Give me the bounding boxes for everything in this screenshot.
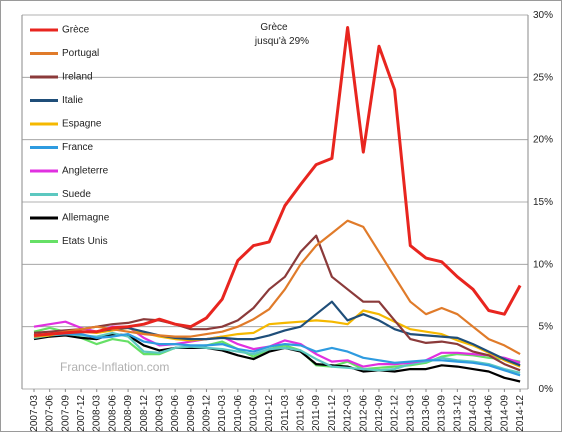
x-tick-label: 2014-06 (484, 395, 495, 432)
annotation: jusqu'à 29% (254, 36, 309, 47)
x-tick-label: 2014-09 (499, 395, 510, 432)
y-tick-label: 15% (533, 197, 553, 208)
x-tick-label: 2007-09 (60, 395, 71, 432)
x-tick-label: 2010-09 (249, 395, 260, 432)
x-tick-label: 2012-06 (358, 395, 369, 432)
annotation: Grèce (260, 22, 288, 33)
x-tick-label: 2011-12 (327, 395, 338, 431)
x-tick-label: 2010-03 (217, 395, 228, 432)
legend-label: France (62, 142, 94, 153)
x-tick-label: 2012-03 (343, 395, 354, 432)
x-tick-label: 2008-12 (139, 395, 150, 432)
y-tick-label: 10% (533, 259, 553, 270)
series-line (33, 333, 521, 377)
series-line (33, 26, 522, 337)
x-tick-label: 2009-09 (186, 395, 197, 432)
legend-label: Espagne (62, 119, 102, 130)
legend-label: Angleterre (62, 166, 109, 177)
x-tick-label: 2014-03 (468, 395, 479, 432)
x-tick-label: 2007-06 (45, 395, 56, 432)
x-tick-label: 2010-12 (264, 395, 275, 432)
x-tick-label: 2013-12 (452, 395, 463, 432)
x-tick-label: 2010-06 (233, 395, 244, 432)
series-line (33, 219, 521, 356)
x-tick-label: 2007-12 (76, 395, 87, 432)
x-tick-label: 2008-03 (92, 395, 103, 432)
legend-label: Portugal (62, 48, 99, 59)
x-tick-label: 2009-03 (154, 395, 165, 432)
x-tick-label: 2011-06 (296, 395, 307, 431)
x-tick-label: 2014-12 (515, 395, 526, 432)
x-tick-label: 2008-06 (107, 395, 118, 432)
y-tick-label: 25% (533, 72, 553, 83)
legend-label: Grèce (62, 25, 90, 36)
watermark: France-Inflation.com (60, 360, 169, 374)
x-tick-label: 2011-03 (280, 395, 291, 431)
x-tick-label: 2013-09 (437, 395, 448, 432)
x-tick-label: 2009-12 (201, 395, 212, 432)
series-line (33, 234, 521, 372)
y-tick-label: 0% (539, 384, 554, 395)
legend-label: Allemagne (62, 213, 110, 224)
series-line (33, 331, 521, 374)
x-tick-label: 2011-09 (311, 395, 322, 431)
legend-label: Suede (62, 189, 91, 200)
y-tick-label: 30% (533, 10, 553, 21)
x-tick-label: 2012-09 (374, 395, 385, 432)
x-tick-label: 2012-12 (390, 395, 401, 432)
y-tick-label: 5% (539, 322, 554, 333)
x-tick-label: 2008-09 (123, 395, 134, 432)
x-tick-label: 2009-06 (170, 395, 181, 432)
legend-label: Italie (62, 95, 84, 106)
legend-label: Ireland (62, 72, 93, 83)
x-tick-label: 2007-03 (29, 395, 40, 432)
legend-label: Etats Unis (62, 236, 108, 247)
x-tick-label: 2013-03 (405, 395, 416, 432)
y-tick-label: 20% (533, 135, 553, 146)
x-tick-label: 2013-06 (421, 395, 432, 432)
